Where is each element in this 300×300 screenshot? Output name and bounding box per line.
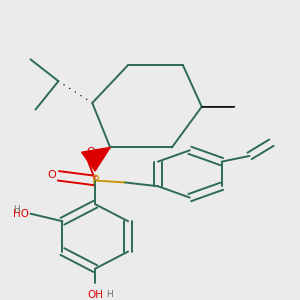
Text: O: O [86, 147, 95, 157]
Text: HO: HO [13, 209, 28, 219]
Polygon shape [88, 147, 110, 162]
Text: P: P [92, 174, 99, 187]
Text: OH: OH [87, 290, 103, 300]
Text: H: H [106, 290, 112, 299]
Polygon shape [82, 147, 110, 171]
Text: H: H [13, 206, 20, 214]
Text: O: O [47, 170, 56, 180]
